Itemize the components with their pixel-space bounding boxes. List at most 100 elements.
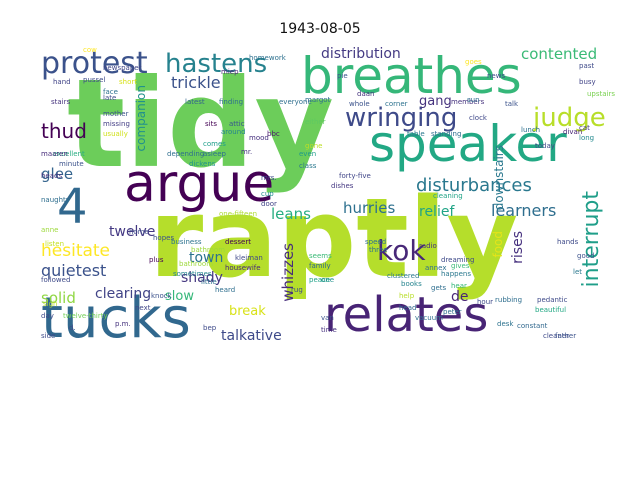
cloud-word: dessert: [225, 238, 251, 246]
cloud-word: today: [535, 142, 555, 150]
cloud-word: food: [491, 231, 505, 258]
cloud-word: pedantic: [537, 296, 568, 304]
cloud-word: talk: [505, 100, 519, 108]
cloud-word: members: [451, 98, 485, 106]
cloud-word: bathroom: [179, 260, 214, 268]
cloud-word: anne: [41, 226, 59, 234]
cloud-word: attic: [229, 120, 245, 128]
cloud-word: pie: [337, 72, 348, 80]
cloud-word: desk: [497, 320, 514, 328]
cloud-word: help: [399, 292, 415, 300]
cloud-word: books: [401, 280, 422, 288]
cloud-word: de: [451, 289, 469, 305]
cloud-word: mother: [103, 110, 129, 118]
cloud-word: van: [321, 314, 334, 322]
cloud-word: hopes: [153, 234, 175, 242]
cloud-word: gone: [305, 142, 323, 150]
cloud-word: clustered: [387, 272, 420, 280]
cloud-word: head: [399, 304, 417, 312]
cloud-word: wringing: [345, 103, 458, 133]
cloud-word: thud: [41, 119, 87, 143]
cloud-word: interrupt: [579, 191, 604, 288]
cloud-word: town: [189, 250, 224, 266]
cloud-word: cup: [261, 190, 274, 198]
cloud-word: around: [221, 128, 246, 136]
cloud-word: sometimes: [173, 270, 212, 278]
cloud-word: side: [41, 332, 56, 340]
cloud-word: distribution: [321, 46, 401, 62]
cloud-word: goes: [465, 58, 482, 66]
cloud-word: beautiful: [535, 306, 567, 314]
cloud-word: standing: [431, 130, 462, 138]
cloud-word: talkative: [221, 328, 282, 343]
cloud-word: gives: [451, 262, 470, 270]
cloud-word: little: [201, 278, 217, 286]
cloud-word: next: [135, 304, 151, 312]
cloud-word: housewife: [225, 264, 261, 272]
cloud-word: father: [555, 332, 577, 340]
cloud-word: lunch: [521, 126, 541, 134]
cloud-word: vacuum: [415, 314, 443, 322]
cloud-word: disturbances: [416, 175, 532, 196]
cloud-word: contented: [521, 45, 598, 63]
cloud-word: everyone: [279, 98, 312, 106]
cloud-word: heard: [215, 286, 236, 294]
cloud-word: hand: [53, 78, 71, 86]
cloud-word: corner: [385, 100, 408, 108]
cloud-word: day: [41, 312, 54, 320]
cloud-word: whole: [349, 100, 370, 108]
cloud-word: leans: [271, 205, 311, 223]
cloud-word: missing: [103, 120, 130, 128]
cloud-word: tidy: [67, 53, 334, 195]
cloud-word: naughty: [41, 196, 70, 204]
cloud-word: one: [321, 276, 335, 284]
cloud-word: cat: [579, 124, 590, 132]
cloud-word: relates: [324, 287, 489, 343]
cloud-word: even: [299, 150, 317, 158]
cloud-word: gang: [419, 94, 452, 109]
cloud-word: hands: [557, 238, 579, 246]
cloud-word: happens: [441, 270, 472, 278]
cloud-word: home: [129, 228, 149, 236]
cloud-word: latest: [185, 98, 205, 106]
cloud-word: hastens: [165, 49, 268, 79]
cloud-word: trickle: [171, 73, 221, 92]
cloud-word: newspaper: [103, 64, 142, 72]
cloud-word: minute: [59, 160, 84, 168]
cloud-word: plus: [149, 256, 164, 264]
cloud-word: sits: [205, 120, 217, 128]
cloud-word: judge: [533, 103, 606, 133]
cloud-word: downstairs: [492, 145, 506, 211]
cloud-word: business: [171, 238, 202, 246]
word-cloud: raptly tidy breathes speaker argue tucks…: [39, 43, 615, 343]
cloud-word: gets: [431, 284, 447, 292]
cloud-word: slow: [165, 289, 194, 304]
cloud-word: long: [579, 134, 595, 142]
cloud-word: breathes: [301, 47, 522, 105]
cloud-word: door: [261, 200, 277, 208]
cloud-word: twelve-thirty: [63, 312, 108, 320]
cloud-word: forty-five: [339, 172, 371, 180]
cloud-word: rises: [510, 231, 526, 264]
cloud-word: seems: [309, 252, 332, 260]
cloud-word: glee: [41, 165, 74, 183]
cloud-word: let: [573, 268, 582, 276]
cloud-word: cow: [83, 46, 97, 54]
cloud-word: daan: [357, 90, 375, 98]
cloud-word: either: [305, 118, 326, 126]
cloud-word: miep: [221, 68, 239, 76]
cloud-word: mr.: [241, 148, 253, 156]
cloud-word: sun: [467, 96, 480, 104]
cloud-word: bbc: [267, 130, 280, 138]
cloud-word: d.: [69, 324, 76, 332]
cloud-word: cleaner: [543, 332, 570, 340]
cloud-word: raptly: [149, 174, 519, 302]
cloud-word: family: [309, 262, 331, 270]
cloud-word: argue: [124, 154, 275, 214]
cloud-word: bep: [203, 324, 217, 332]
cloud-word: late: [103, 94, 117, 102]
cloud-word: followed: [41, 276, 71, 284]
cloud-word: usually: [103, 130, 128, 138]
cloud-word: comes: [203, 140, 226, 148]
cloud-word: rug: [291, 286, 303, 294]
